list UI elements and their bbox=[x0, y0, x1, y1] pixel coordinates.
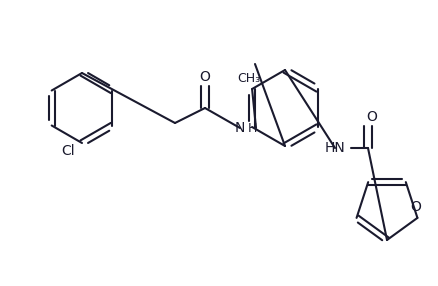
Text: H: H bbox=[247, 122, 257, 134]
Text: O: O bbox=[366, 110, 377, 124]
Text: Cl: Cl bbox=[61, 144, 74, 158]
Text: CH₃: CH₃ bbox=[237, 72, 260, 85]
Text: O: O bbox=[199, 70, 210, 84]
Text: HN: HN bbox=[324, 141, 345, 155]
Text: O: O bbox=[409, 200, 420, 214]
Text: N: N bbox=[234, 121, 245, 135]
